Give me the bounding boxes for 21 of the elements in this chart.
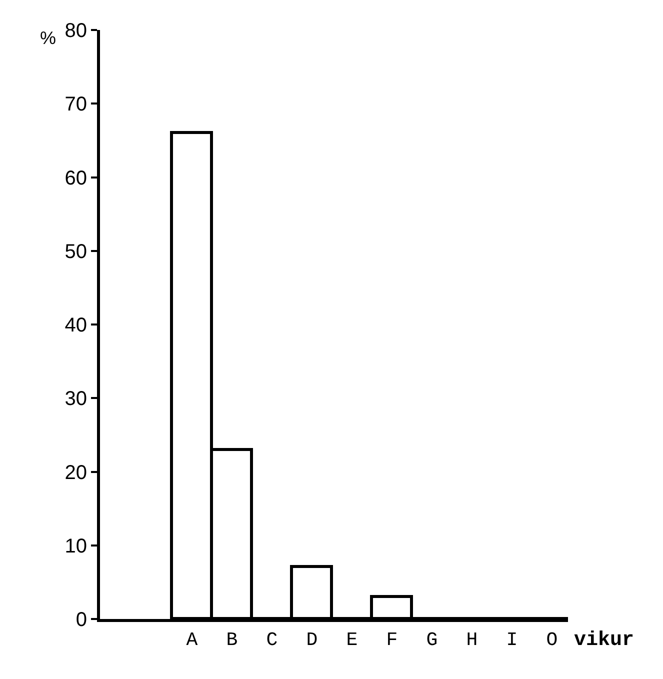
y-axis-title: % [40, 28, 56, 48]
x-tick-label: B [226, 628, 238, 651]
x-tick-label: A [186, 628, 198, 651]
y-tick-label: 0 [76, 609, 87, 631]
x-tick-label: H [466, 628, 478, 651]
x-tick-label: E [346, 628, 358, 651]
y-tick-label: 30 [64, 388, 87, 410]
y-tick-label: 70 [64, 94, 87, 116]
y-tick-label: 60 [64, 167, 87, 190]
x-tick-label: I [506, 628, 518, 651]
y-tick-label: 10 [64, 535, 87, 558]
y-tick-label: 50 [64, 240, 87, 263]
x-tick-label: D [306, 628, 318, 651]
y-tick-label: 20 [64, 462, 87, 484]
x-tick-label: C [266, 628, 278, 651]
x-tick-label: F [386, 628, 398, 651]
x-tick-label: O [546, 628, 558, 651]
y-tick-label: 40 [64, 314, 87, 336]
y-tick-label: 80 [64, 20, 87, 42]
x-axis-title: vikur [574, 629, 634, 652]
x-tick-label: G [426, 628, 438, 651]
